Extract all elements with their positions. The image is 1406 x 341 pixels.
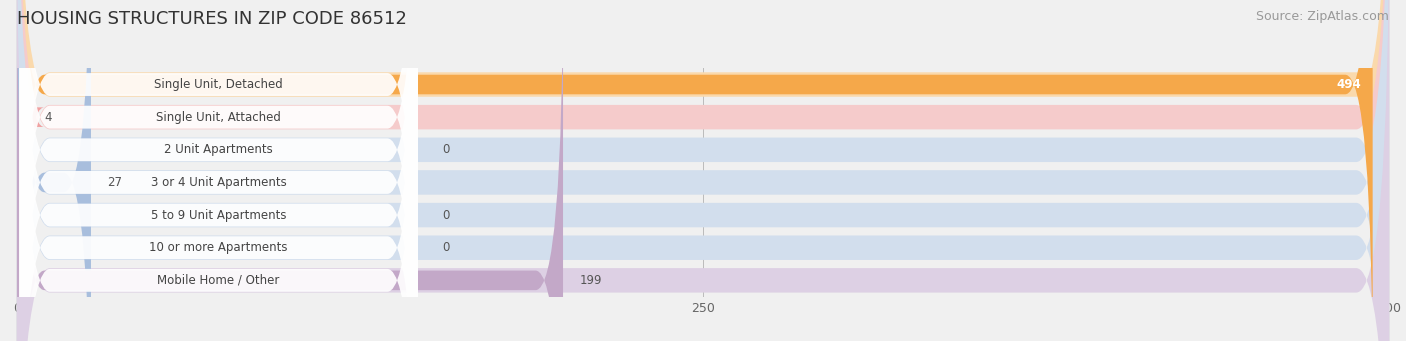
FancyBboxPatch shape — [17, 0, 562, 341]
Text: 0: 0 — [443, 209, 450, 222]
FancyBboxPatch shape — [20, 0, 418, 341]
FancyBboxPatch shape — [17, 0, 1389, 341]
Text: 2 Unit Apartments: 2 Unit Apartments — [165, 143, 273, 156]
FancyBboxPatch shape — [17, 0, 1389, 341]
FancyBboxPatch shape — [17, 0, 1389, 341]
FancyBboxPatch shape — [17, 0, 1389, 341]
FancyBboxPatch shape — [20, 0, 418, 341]
Text: 5 to 9 Unit Apartments: 5 to 9 Unit Apartments — [150, 209, 287, 222]
FancyBboxPatch shape — [17, 0, 1389, 341]
FancyBboxPatch shape — [17, 0, 1372, 341]
FancyBboxPatch shape — [17, 0, 91, 341]
Text: Mobile Home / Other: Mobile Home / Other — [157, 274, 280, 287]
Text: 0: 0 — [443, 143, 450, 156]
Text: 4: 4 — [45, 111, 52, 124]
Text: Single Unit, Detached: Single Unit, Detached — [155, 78, 283, 91]
Text: HOUSING STRUCTURES IN ZIP CODE 86512: HOUSING STRUCTURES IN ZIP CODE 86512 — [17, 10, 406, 28]
Text: 3 or 4 Unit Apartments: 3 or 4 Unit Apartments — [150, 176, 287, 189]
Text: 494: 494 — [1337, 78, 1361, 91]
FancyBboxPatch shape — [20, 0, 418, 341]
FancyBboxPatch shape — [17, 0, 1389, 341]
FancyBboxPatch shape — [20, 0, 418, 341]
FancyBboxPatch shape — [20, 0, 418, 341]
Text: Single Unit, Attached: Single Unit, Attached — [156, 111, 281, 124]
Text: 0: 0 — [443, 241, 450, 254]
Text: 10 or more Apartments: 10 or more Apartments — [149, 241, 288, 254]
FancyBboxPatch shape — [20, 0, 418, 341]
Text: 27: 27 — [107, 176, 122, 189]
Text: 199: 199 — [579, 274, 602, 287]
FancyBboxPatch shape — [17, 0, 1389, 341]
Text: Source: ZipAtlas.com: Source: ZipAtlas.com — [1256, 10, 1389, 23]
FancyBboxPatch shape — [0, 0, 45, 341]
FancyBboxPatch shape — [20, 0, 418, 341]
